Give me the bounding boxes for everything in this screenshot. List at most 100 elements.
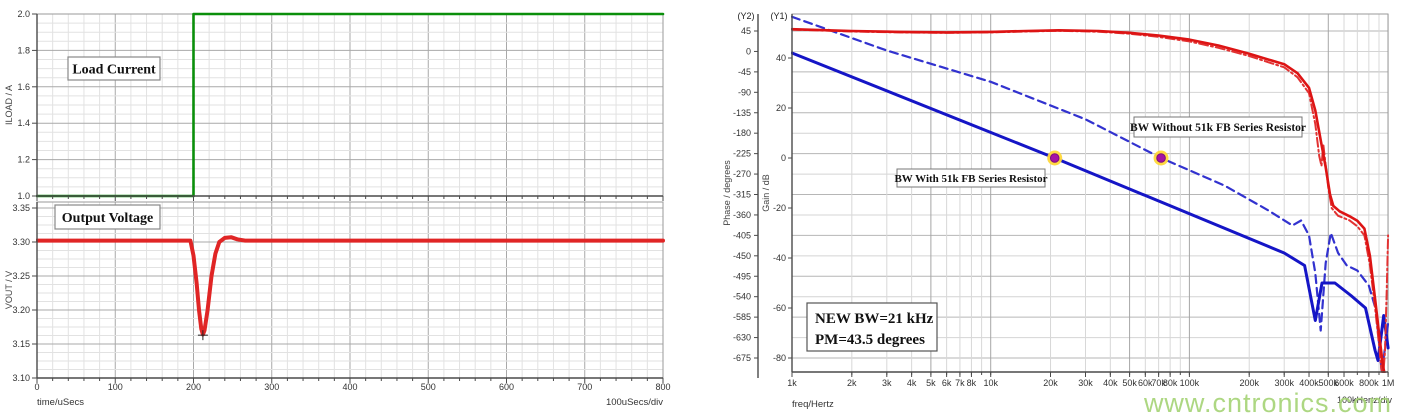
Phase-with-51k-FB-series-resistor	[791, 27, 1386, 373]
svg-text:1.6: 1.6	[17, 82, 30, 92]
svg-text:0: 0	[746, 46, 751, 56]
svg-text:1.4: 1.4	[17, 118, 30, 128]
axes	[32, 13, 664, 201]
axes	[32, 202, 664, 383]
trace-label-box: Output Voltage	[54, 204, 161, 230]
svg-text:3.25: 3.25	[12, 271, 30, 281]
svg-text:40: 40	[776, 53, 786, 63]
bw-marker	[1047, 150, 1063, 166]
svg-text:time/uSecs: time/uSecs	[37, 397, 84, 408]
svg-text:6k: 6k	[942, 378, 952, 388]
svg-text:2k: 2k	[847, 378, 857, 388]
svg-text:45: 45	[741, 26, 751, 36]
svg-text:300: 300	[264, 382, 279, 392]
svg-text:800k: 800k	[1359, 378, 1379, 388]
svg-text:Load Current: Load Current	[72, 63, 156, 78]
svg-text:4k: 4k	[907, 378, 917, 388]
svg-text:-495: -495	[733, 271, 751, 281]
svg-text:(Y2): (Y2)	[737, 11, 754, 21]
Gain-without-51k-FB-series-resistor	[791, 15, 1390, 373]
svg-text:500k: 500k	[1319, 378, 1339, 388]
svg-text:BW With 51k FB Series Resistor: BW With 51k FB Series Resistor	[894, 173, 1047, 185]
annotation-bw-without: BW Without 51k FB Series Resistor	[1130, 116, 1306, 138]
axes	[754, 14, 1389, 378]
svg-text:3.15: 3.15	[12, 339, 30, 349]
svg-text:0: 0	[781, 153, 786, 163]
svg-text:NEW BW=21 kHz: NEW BW=21 kHz	[815, 311, 934, 327]
svg-text:PM=43.5 degrees: PM=43.5 degrees	[815, 332, 925, 348]
bode-traces	[791, 15, 1390, 373]
svg-text:7k: 7k	[955, 378, 965, 388]
svg-text:600: 600	[499, 382, 514, 392]
svg-text:-40: -40	[773, 253, 786, 263]
svg-text:1.2: 1.2	[17, 155, 30, 165]
svg-text:800: 800	[655, 382, 670, 392]
svg-text:80k: 80k	[1163, 378, 1178, 388]
svg-text:600k: 600k	[1334, 378, 1354, 388]
svg-text:500: 500	[421, 382, 436, 392]
svg-text:400: 400	[342, 382, 357, 392]
svg-text:-315: -315	[733, 190, 751, 200]
svg-text:-80: -80	[773, 353, 786, 363]
svg-text:Gain / dB: Gain / dB	[761, 174, 771, 212]
svg-text:60k: 60k	[1138, 378, 1153, 388]
svg-text:ILOAD / A: ILOAD / A	[4, 85, 14, 125]
svg-text:3.20: 3.20	[12, 305, 30, 315]
svg-text:-630: -630	[733, 333, 751, 343]
svg-text:20: 20	[776, 103, 786, 113]
svg-text:2.0: 2.0	[17, 9, 30, 19]
svg-text:8k: 8k	[967, 378, 977, 388]
svg-text:-20: -20	[773, 203, 786, 213]
svg-text:-45: -45	[738, 67, 751, 77]
svg-text:freq/Hertz: freq/Hertz	[792, 399, 834, 410]
svg-text:BW Without 51k FB Series Resis: BW Without 51k FB Series Resistor	[1130, 122, 1306, 134]
svg-text:3.30: 3.30	[12, 237, 30, 247]
transient-chart: 2.0 1.8 1.6 1.4 1.2 1.0 ILOAD / A Load Current 3…	[4, 9, 671, 408]
svg-text:Output Voltage: Output Voltage	[62, 211, 153, 226]
svg-text:(Y1): (Y1)	[770, 11, 787, 21]
svg-text:1.0: 1.0	[17, 191, 30, 201]
svg-text:-270: -270	[733, 169, 751, 179]
svg-text:-90: -90	[738, 87, 751, 97]
annotation-new-bw: NEW BW=21 kHz PM=43.5 degrees	[806, 302, 938, 352]
svg-text:100: 100	[108, 382, 123, 392]
svg-text:-180: -180	[733, 128, 751, 138]
x-axis-labels: 0 100 200 300 400 500 600 700 800 time/uSecs 100uS…	[34, 382, 670, 408]
iload-panel: 2.0 1.8 1.6 1.4 1.2 1.0 ILOAD / A Load Current	[4, 9, 665, 201]
svg-text:3.35: 3.35	[12, 203, 30, 213]
bode-plot: 45 0 -45 -90 -135 -180 -225 -270 -315 -360 -405 -45…	[722, 11, 1394, 410]
svg-text:70k: 70k	[1151, 378, 1166, 388]
svg-text:VOUT / V: VOUT / V	[4, 271, 14, 309]
svg-text:3.10: 3.10	[12, 373, 30, 383]
svg-text:10k: 10k	[983, 378, 998, 388]
svg-text:1k: 1k	[787, 378, 797, 388]
svg-text:3k: 3k	[882, 378, 892, 388]
bode-chart: 45 0 -45 -90 -135 -180 -225 -270 -315 -360 -405 -45…	[722, 11, 1394, 410]
vout-panel: 3.35 3.30 3.25 3.20 3.15 3.10 VOUT / V Output V…	[4, 201, 665, 383]
svg-text:1.8: 1.8	[17, 45, 30, 55]
svg-text:100uSecs/div: 100uSecs/div	[606, 397, 663, 408]
svg-text:300k: 300k	[1274, 378, 1294, 388]
bw-marker	[1153, 150, 1169, 166]
svg-text:30k: 30k	[1078, 378, 1093, 388]
svg-text:-135: -135	[733, 108, 751, 118]
annotation-bw-with: BW With 51k FB Series Resistor	[894, 168, 1048, 188]
svg-text:-675: -675	[733, 353, 751, 363]
svg-text:-450: -450	[733, 251, 751, 261]
vout-trace	[36, 235, 665, 337]
svg-text:-405: -405	[733, 230, 751, 240]
trace-label-box: Load Current	[67, 56, 161, 81]
svg-text:50k: 50k	[1122, 378, 1137, 388]
svg-text:100kHertz/div: 100kHertz/div	[1337, 395, 1393, 405]
svg-text:1M: 1M	[1382, 378, 1395, 388]
svg-text:5k: 5k	[926, 378, 936, 388]
svg-text:Phase / degrees: Phase / degrees	[722, 160, 732, 226]
svg-text:40k: 40k	[1103, 378, 1118, 388]
svg-text:-585: -585	[733, 312, 751, 322]
svg-text:100k: 100k	[1180, 378, 1200, 388]
svg-text:400k: 400k	[1299, 378, 1319, 388]
svg-text:0: 0	[34, 382, 39, 392]
cursor-cross	[197, 330, 208, 341]
svg-text:-360: -360	[733, 210, 751, 220]
